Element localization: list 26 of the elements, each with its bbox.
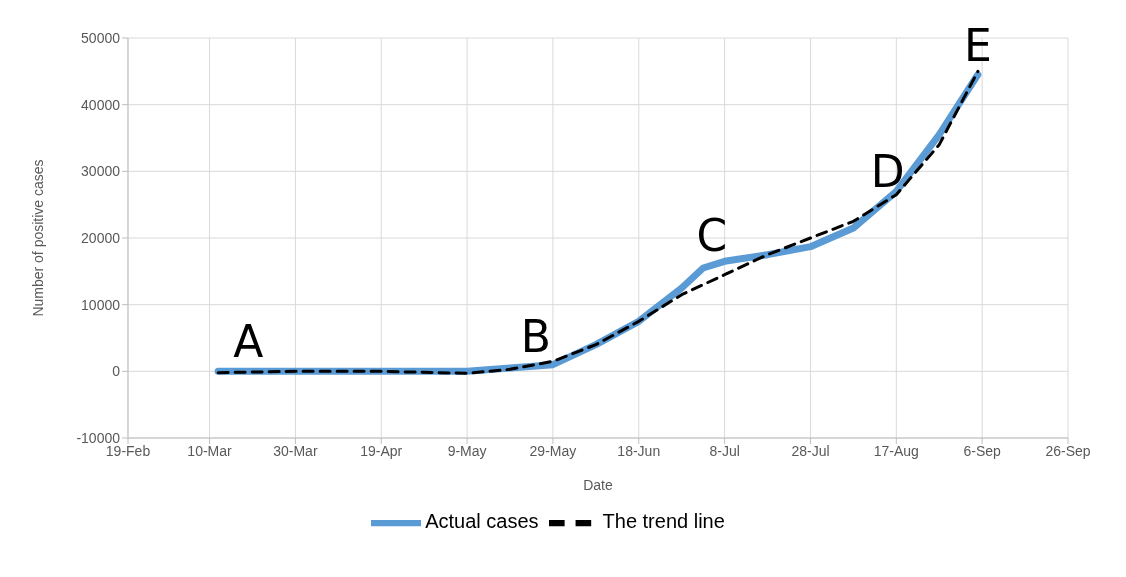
y-tick-label: 0 — [112, 363, 121, 380]
y-tick-label: 50000 — [81, 29, 121, 46]
x-axis-title: Date — [583, 477, 613, 493]
annotation: B — [520, 311, 551, 362]
legend-label: Actual cases — [425, 510, 539, 533]
x-tick-label: 18-Jun — [617, 442, 661, 459]
x-tick-label: 9-May — [447, 442, 487, 459]
annotation: D — [870, 146, 905, 198]
x-tick-label: 19-Apr — [360, 442, 403, 459]
annotation: E — [963, 19, 992, 71]
x-tick-label: 30-Mar — [273, 442, 318, 459]
y-tick-label: 20000 — [81, 229, 121, 246]
x-tick-label: 8-Jul — [709, 442, 740, 459]
x-tick-label: 29-May — [529, 442, 577, 459]
y-tick-label: 30000 — [81, 163, 121, 180]
y-tick-label: 40000 — [81, 96, 121, 113]
annotation: C — [696, 209, 728, 261]
x-tick-label: 28-Jul — [791, 442, 830, 459]
x-tick-label: 17-Aug — [873, 442, 919, 459]
y-axis-title: Number of positive cases — [29, 159, 46, 317]
annotation: A — [233, 316, 264, 368]
x-tick-label: 6-Sep — [963, 442, 1002, 459]
x-tick-label: 26-Sep — [1045, 442, 1091, 459]
legend-label: The trend line — [602, 510, 725, 533]
x-tick-label: 10-Mar — [187, 442, 233, 459]
y-tick-label: 10000 — [81, 296, 121, 313]
